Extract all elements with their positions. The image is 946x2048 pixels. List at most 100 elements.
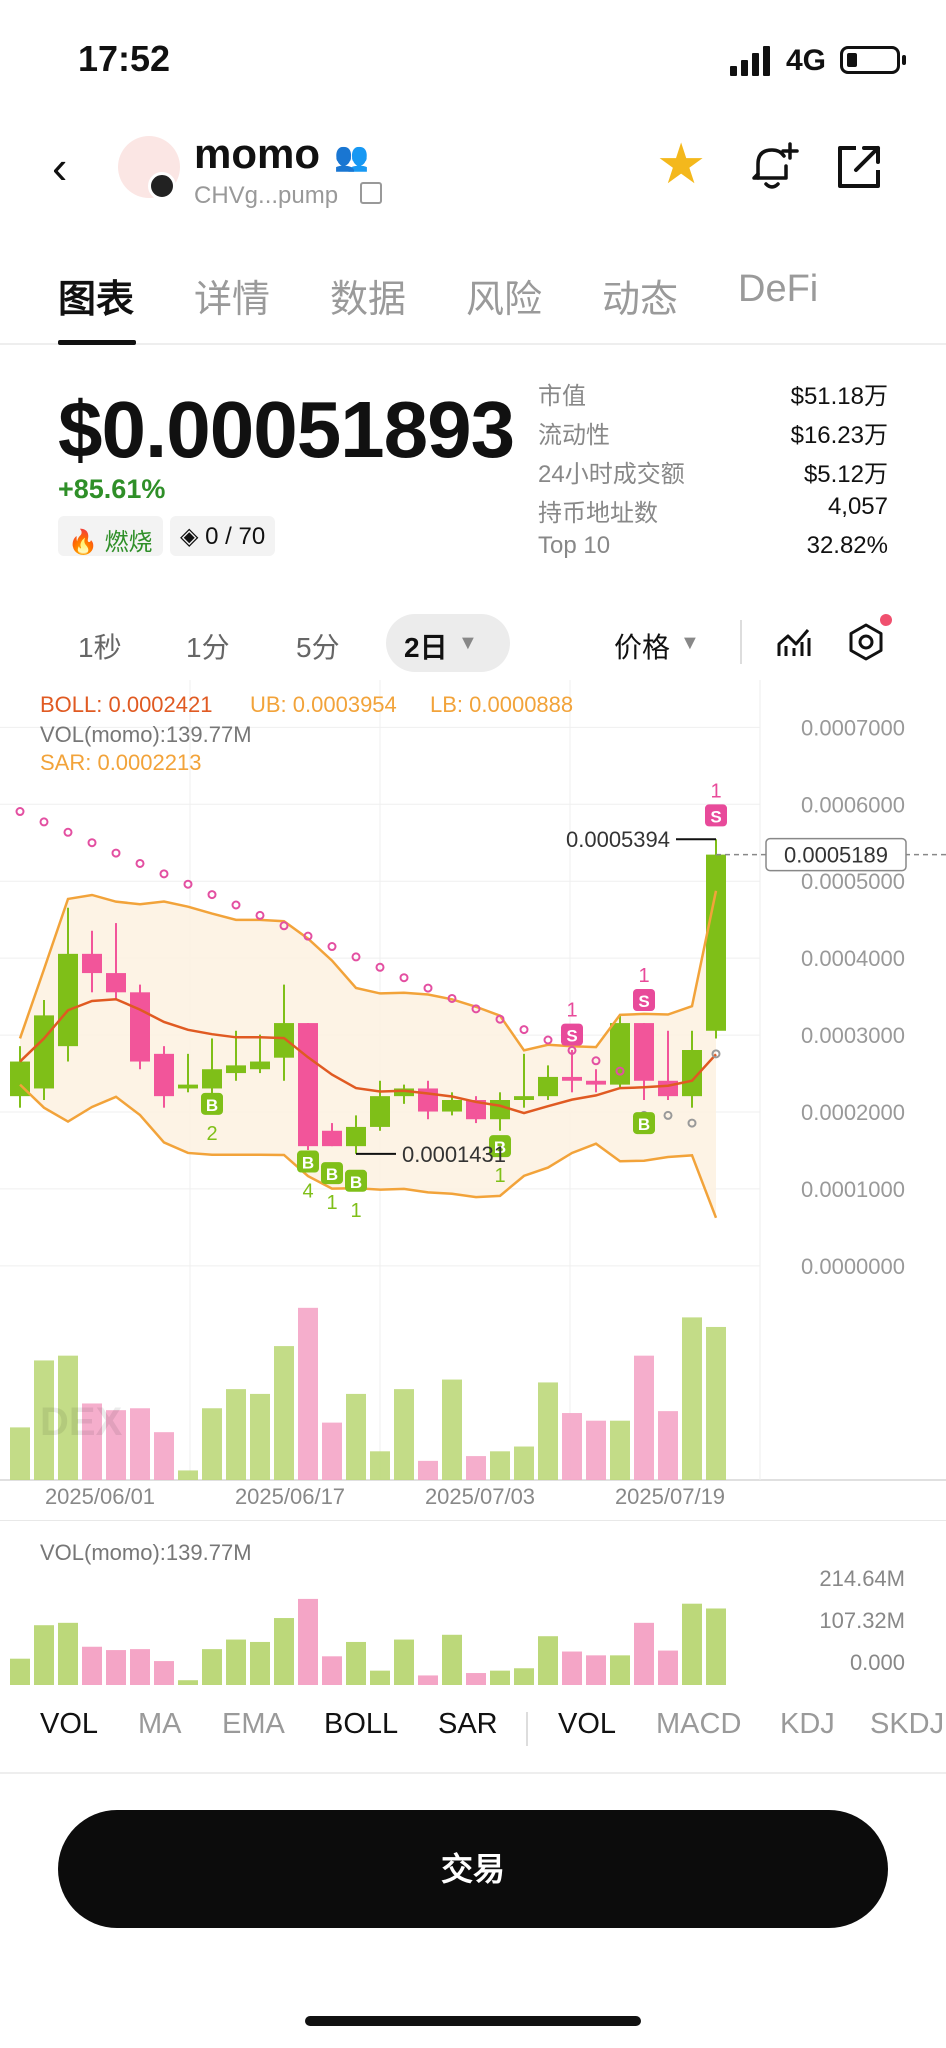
current-price-box xyxy=(765,837,907,872)
volume-bar xyxy=(130,1649,150,1685)
holders-icon: 👥 xyxy=(334,141,369,172)
candle-body xyxy=(538,1076,558,1097)
buy-marker xyxy=(297,1150,319,1173)
stat-label-holders: 持币地址数 xyxy=(538,500,658,527)
volume-overlay-bar xyxy=(10,1427,30,1480)
tab-details[interactable]: 详情 xyxy=(194,279,271,321)
candle-body xyxy=(250,1061,270,1070)
tab-activity[interactable]: 动态 xyxy=(602,279,679,321)
timeframe-selector[interactable] xyxy=(386,614,510,672)
indicator-tab-ema[interactable]: EMA xyxy=(222,1708,285,1740)
candle-body xyxy=(634,1023,654,1081)
candle-body xyxy=(34,1015,54,1089)
indicator-tab-sar[interactable]: SAR xyxy=(438,1708,498,1740)
alert-bell-icon[interactable] xyxy=(744,138,800,194)
volume-title: VOL(momo):139.77M xyxy=(40,1540,252,1565)
volume-overlay-bar xyxy=(706,1326,726,1480)
indicator-tab-ma[interactable]: MA xyxy=(138,1708,182,1740)
indicator-tab-boll[interactable]: BOLL xyxy=(324,1708,399,1740)
sar-value: SAR: 0.0002213 xyxy=(40,750,202,775)
marker-letter: B xyxy=(326,1165,338,1184)
sar-dot xyxy=(255,910,265,920)
y-tick-label: 0.0005000 xyxy=(801,869,905,894)
tab-chart[interactable]: 图表 xyxy=(58,279,135,321)
buy-marker xyxy=(489,1135,511,1158)
sar-dot xyxy=(519,1025,529,1035)
candle-body xyxy=(322,1130,342,1147)
volume-overlay-bar xyxy=(130,1408,150,1480)
y-tick-label: 0.0006000 xyxy=(801,792,905,817)
copy-icon[interactable] xyxy=(360,182,382,204)
tab-data[interactable]: 数据 xyxy=(330,279,407,321)
volume-chart[interactable]: 214.64M 107.32M 0.000 xyxy=(0,1520,946,1700)
main-tabs xyxy=(0,255,946,345)
sell-marker xyxy=(633,989,655,1011)
burn-tag-label: 燃烧 xyxy=(104,529,153,556)
indicator-tab-sub-vol[interactable]: VOL xyxy=(558,1708,617,1740)
candle-body xyxy=(202,1069,222,1089)
timeframe-1m[interactable]: 1分 xyxy=(186,632,230,663)
y-tick-label: 0.0004000 xyxy=(801,946,905,971)
settings-icon[interactable] xyxy=(846,622,886,662)
tab-risk[interactable]: 风险 xyxy=(466,279,543,321)
volume-overlay-bar xyxy=(274,1346,294,1480)
boll-lb-line xyxy=(19,1083,718,1219)
sar-dot xyxy=(495,1014,505,1024)
volume-overlay-bar xyxy=(466,1456,486,1480)
stat-value-liquidity: $16.23万 xyxy=(790,422,888,449)
candle-body xyxy=(226,1065,246,1074)
volume-tick-label: 107.32M xyxy=(819,1608,905,1633)
favorite-star-icon[interactable]: ★ xyxy=(656,132,707,195)
candle-body xyxy=(562,1076,582,1081)
candle-body xyxy=(706,854,726,1031)
volume-overlay-bar xyxy=(154,1432,174,1480)
marker-count: 1 xyxy=(710,780,721,802)
caret-down-icon: ▼ xyxy=(458,632,478,654)
indicator-chart-icon[interactable] xyxy=(776,624,812,660)
buy-marker xyxy=(201,1092,223,1115)
candle-body xyxy=(82,953,102,974)
stat-value-volume24h: $5.12万 xyxy=(803,461,888,488)
notification-dot xyxy=(880,614,892,626)
burn-tag: 🔥 燃烧 xyxy=(58,516,163,556)
sar-dot xyxy=(591,1056,601,1066)
share-icon[interactable] xyxy=(834,142,884,192)
indicator-tab-vol[interactable]: VOL xyxy=(40,1708,99,1740)
sar-dot xyxy=(279,921,289,931)
timeframe-1s[interactable]: 1秒 xyxy=(78,632,122,663)
volume-bar xyxy=(394,1639,414,1685)
stat-value-top10: 32.82% xyxy=(806,532,888,559)
indicator-tab-skdj[interactable]: SKDJ xyxy=(870,1708,945,1740)
indicator-tab-macd[interactable]: MACD xyxy=(656,1708,742,1740)
candle-body xyxy=(10,1061,30,1097)
back-icon[interactable]: ‹ xyxy=(52,141,68,193)
volume-overlay-bar xyxy=(226,1389,246,1480)
candle-body xyxy=(514,1096,534,1100)
timeframe-5m[interactable]: 5分 xyxy=(296,632,340,663)
sar-dot xyxy=(711,1049,721,1059)
sar-dot xyxy=(231,900,241,910)
volume-overlay-bar xyxy=(34,1360,54,1480)
battery-icon xyxy=(840,46,900,74)
price-toggle-label[interactable]: 价格 xyxy=(614,632,671,663)
volume-overlay-bar xyxy=(394,1389,414,1480)
sar-dot xyxy=(375,962,385,972)
sar-dot xyxy=(207,890,217,900)
price-caret-icon: ▼ xyxy=(680,632,700,654)
sar-dot xyxy=(447,993,457,1003)
y-tick-label: 0.0001000 xyxy=(801,1177,905,1202)
candle-body xyxy=(394,1088,414,1097)
trade-button[interactable]: 交易 xyxy=(58,1810,888,1928)
candle-body xyxy=(682,1050,702,1097)
watermark: DEX xyxy=(40,1400,123,1444)
indicator-tab-kdj[interactable]: KDJ xyxy=(780,1708,835,1740)
sar-dot xyxy=(663,1110,673,1120)
volume-overlay-bar xyxy=(322,1422,342,1480)
volume-overlay-bar xyxy=(538,1382,558,1480)
tab-defi[interactable]: DeFi xyxy=(738,268,819,310)
sar-dot xyxy=(351,952,361,962)
marker-letter: B xyxy=(350,1173,362,1192)
stat-label-volume24h: 24小时成交额 xyxy=(538,461,685,488)
toolbar-divider xyxy=(740,620,742,664)
